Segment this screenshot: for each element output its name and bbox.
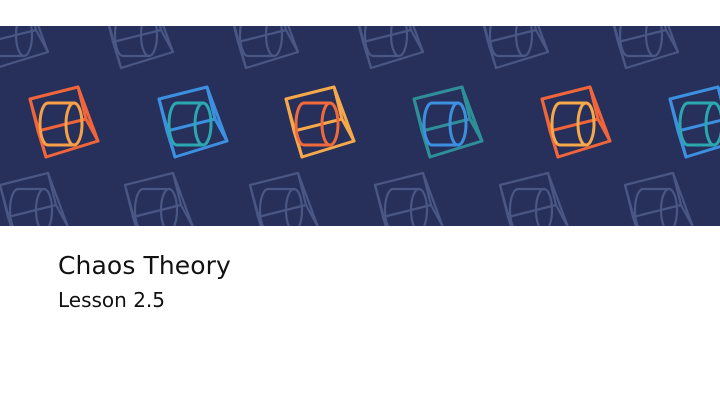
faint-cube-icon-1-2 xyxy=(248,171,319,226)
faint-cube-icon-1-3 xyxy=(373,171,444,226)
faint-cube-icon-1-1 xyxy=(123,171,194,226)
bright-cube-icon-0 xyxy=(28,85,100,159)
header-banner xyxy=(0,26,720,226)
bright-cube-icon-4 xyxy=(540,85,612,159)
banner-background xyxy=(0,26,720,226)
faint-cube-icon-0-4 xyxy=(482,26,550,70)
faint-icon-layer xyxy=(0,26,694,226)
bright-cube-icon-5 xyxy=(668,85,720,159)
bright-cube-icon-1 xyxy=(157,85,229,159)
faint-cube-icon-0-0 xyxy=(0,26,50,68)
slide-subtitle: Lesson 2.5 xyxy=(58,288,166,312)
faint-cube-icon-0-2 xyxy=(232,26,300,70)
banner-pattern xyxy=(0,26,720,226)
faint-cube-icon-0-5 xyxy=(612,26,680,70)
bright-cube-icon-3 xyxy=(412,85,484,159)
bright-cube-icon-2 xyxy=(284,85,356,159)
bright-icon-layer xyxy=(28,85,720,159)
faint-cube-icon-1-4 xyxy=(498,171,569,226)
faint-cube-icon-0-3 xyxy=(357,26,425,70)
slide-title: Chaos Theory xyxy=(58,251,231,280)
faint-cube-icon-1-5 xyxy=(623,171,694,226)
faint-cube-icon-0-1 xyxy=(107,26,175,70)
faint-cube-icon-1-0 xyxy=(0,171,69,226)
